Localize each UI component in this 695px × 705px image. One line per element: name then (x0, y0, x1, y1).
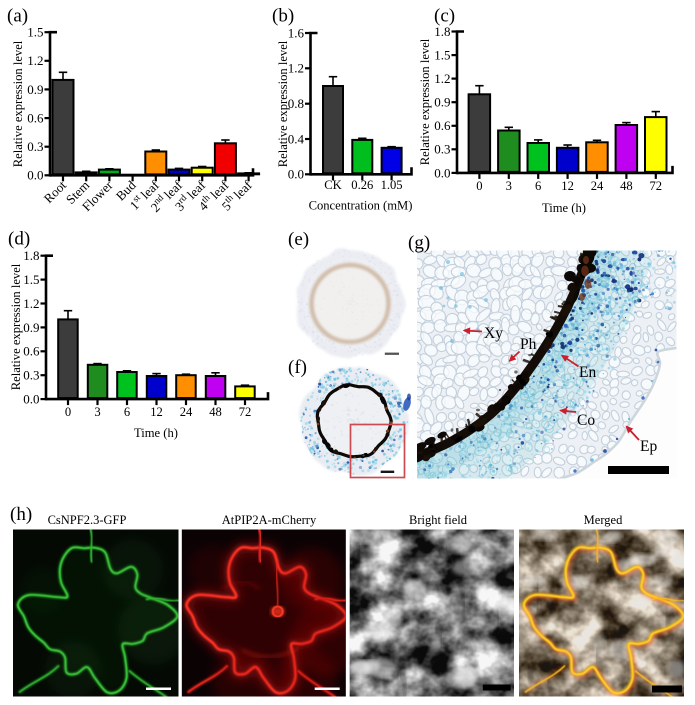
svg-text:12: 12 (561, 179, 574, 193)
svg-text:1.5: 1.5 (23, 272, 39, 287)
svg-text:0.9: 0.9 (434, 95, 450, 110)
svg-text:6: 6 (535, 179, 541, 193)
svg-text:1.2: 1.2 (434, 71, 450, 86)
svg-text:Merged: Merged (584, 513, 623, 527)
svg-text:Xy: Xy (484, 325, 503, 342)
svg-text:6: 6 (124, 405, 130, 419)
svg-text:0.9: 0.9 (27, 82, 43, 97)
svg-text:12: 12 (150, 405, 163, 419)
svg-text:Relative expression level: Relative expression level (11, 40, 25, 167)
svg-text:0.4: 0.4 (288, 131, 305, 146)
svg-text:0.3: 0.3 (23, 368, 39, 383)
svg-text:(a): (a) (7, 6, 28, 27)
svg-text:0.8: 0.8 (288, 96, 304, 111)
svg-text:(g): (g) (408, 233, 430, 254)
svg-text:72: 72 (650, 179, 663, 193)
svg-text:0.6: 0.6 (434, 118, 451, 133)
svg-text:0.6: 0.6 (23, 344, 40, 359)
svg-text:(c): (c) (434, 6, 455, 27)
svg-text:24: 24 (591, 179, 604, 193)
svg-text:0.6: 0.6 (27, 111, 44, 126)
svg-text:0: 0 (65, 405, 71, 419)
svg-text:CsNPF2.3-GFP: CsNPF2.3-GFP (48, 513, 127, 527)
svg-text:1.5: 1.5 (27, 25, 43, 40)
svg-text:Time (h): Time (h) (134, 426, 178, 440)
svg-text:48: 48 (620, 179, 633, 193)
svg-text:48: 48 (209, 405, 222, 419)
svg-text:0.9: 0.9 (23, 320, 39, 335)
svg-text:Relative expression level: Relative expression level (276, 40, 290, 167)
svg-text:1.2: 1.2 (288, 61, 304, 76)
svg-text:1.6: 1.6 (288, 25, 305, 40)
svg-text:En: En (579, 364, 596, 381)
svg-text:Bright field: Bright field (409, 513, 468, 527)
svg-text:(e): (e) (288, 229, 309, 250)
svg-text:3: 3 (94, 405, 100, 419)
svg-text:Co: Co (577, 412, 595, 429)
svg-text:0.26: 0.26 (351, 178, 373, 192)
svg-text:(d): (d) (8, 229, 30, 250)
svg-text:0.0: 0.0 (434, 165, 450, 180)
svg-text:1.2: 1.2 (23, 296, 39, 311)
svg-text:Relative expression level: Relative expression level (418, 38, 432, 165)
svg-text:24: 24 (180, 405, 193, 419)
svg-text:0.0: 0.0 (23, 392, 39, 407)
svg-text:Ph: Ph (520, 336, 537, 353)
svg-text:0.3: 0.3 (434, 142, 450, 157)
svg-text:0.3: 0.3 (27, 139, 43, 154)
svg-text:(h): (h) (10, 504, 32, 525)
svg-text:AtPIP2A-mCherry: AtPIP2A-mCherry (222, 513, 317, 527)
svg-text:1.05: 1.05 (381, 178, 403, 192)
svg-text:1.8: 1.8 (23, 248, 39, 263)
svg-text:3: 3 (506, 179, 512, 193)
svg-text:72: 72 (239, 405, 252, 419)
svg-text:(f): (f) (288, 357, 307, 378)
svg-text:0.0: 0.0 (27, 168, 43, 183)
svg-text:0.0: 0.0 (288, 167, 304, 182)
svg-text:Concentration (mM): Concentration (mM) (309, 199, 413, 213)
svg-text:1.2: 1.2 (27, 53, 43, 68)
svg-text:0: 0 (476, 179, 482, 193)
svg-text:(b): (b) (272, 6, 294, 27)
svg-text:Relative expression level: Relative expression level (9, 263, 23, 390)
svg-text:Time (h): Time (h) (542, 201, 586, 215)
svg-text:1.5: 1.5 (434, 48, 450, 63)
svg-text:Ep: Ep (640, 438, 657, 455)
svg-text:CK: CK (324, 178, 342, 192)
